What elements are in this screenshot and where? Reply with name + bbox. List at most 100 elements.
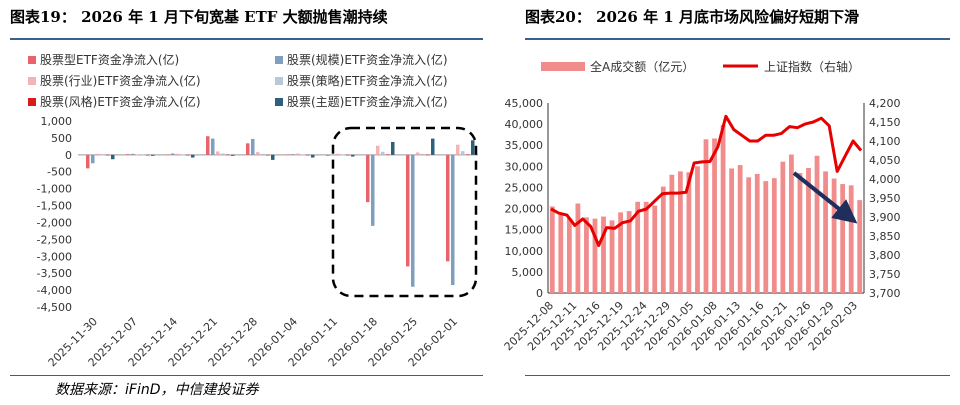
bar [86,154,90,169]
bar [456,144,460,155]
bar [286,154,290,156]
bar [336,153,340,155]
bar [746,177,752,293]
bar [695,166,700,293]
y-tick-label: -2,000 [37,216,72,229]
bar [660,186,666,293]
bar [271,154,275,160]
y-tick-label: -4,000 [37,284,72,297]
bar [111,154,115,160]
y2-tick-label: 3,900 [869,211,901,224]
y-tick-label: 0 [65,149,72,162]
bar [797,173,803,293]
bar [96,153,100,155]
bar [406,154,410,267]
y-tick-label: 20,000 [505,203,544,216]
bar [626,211,632,293]
bar [426,154,430,156]
index-line [550,114,863,247]
bar [301,154,305,156]
bar [814,155,820,293]
bar [101,154,105,156]
legend-label: 股票(行业)ETF资金净流入(亿) [40,73,201,88]
y-tick-label: 0 [536,287,543,300]
bar [669,174,675,293]
bar [251,138,255,155]
bar [558,214,564,293]
y-tick-label: -3,500 [37,267,72,280]
bar [126,154,130,155]
bar [146,154,150,156]
bar [221,153,225,155]
left-bottom-rule [10,375,483,376]
bar [763,181,769,293]
bar [431,138,435,155]
bar [256,152,260,155]
bar [592,218,598,293]
bar [754,173,760,293]
bar [186,154,190,156]
right-bottom-rule [525,375,950,376]
legend-label: 股票(策略)ETF资金净流入(亿) [287,73,448,88]
left-chart-title: 图表19： 2026 年 1 月下旬宽基 ETF 大额抛售潮持续 [10,8,388,26]
y2-tick-label: 4,150 [869,116,901,129]
bar [584,217,589,293]
bar [381,151,385,155]
bar [686,172,692,293]
bar [575,203,581,293]
bar [780,161,786,293]
bar [166,154,170,156]
bar [461,151,465,155]
y-tick-label: 45,000 [505,97,544,110]
bar [181,154,185,156]
y2-tick-label: 4,050 [869,154,901,167]
y-tick-label: 30,000 [505,160,544,173]
legend-swatch [275,98,283,106]
bar [226,154,230,156]
bar [211,138,215,155]
bar [171,153,175,155]
bar [703,139,709,293]
bar [131,153,135,155]
bar [386,154,390,156]
bar [451,154,455,286]
bar [346,154,350,156]
bar [466,154,470,156]
legend-label: 股票(风格)ETF资金净流入(亿) [40,94,201,109]
y-tick-label: -4,500 [37,301,72,314]
bar [857,200,863,293]
y-tick-label: 15,000 [505,224,544,237]
legend-label: 股票型ETF资金净流入(亿) [40,52,179,67]
bar [351,154,355,157]
bar [411,154,415,287]
bar [311,154,315,158]
y2-tick-label: 4,200 [869,97,901,110]
bar [291,154,295,155]
source-note: 数据来源：iFinD，中信建投证券 [55,382,259,398]
bar [106,154,110,156]
bar [266,154,270,156]
bar [806,168,811,293]
y-tick-label: 40,000 [505,118,544,131]
bar [191,154,195,158]
bar [643,201,649,293]
bar [91,154,95,164]
y2-tick-label: 3,950 [869,192,901,205]
y-tick-label: 5,000 [512,266,544,279]
bar [261,153,265,155]
bar [720,124,726,293]
bar [635,201,641,293]
bar [246,143,250,155]
y2-tick-label: 3,800 [869,249,901,262]
bar [823,171,828,293]
y2-tick-label: 4,000 [869,173,901,186]
y-tick-label: 10,000 [505,245,544,258]
y-tick-label: -3,000 [37,250,72,263]
legend-label: 股票(规模)ETF资金净流入(亿) [287,52,448,67]
right-title-rule [525,38,950,40]
legend-swatch [275,77,283,85]
right-chart-title: 图表20： 2026 年 1 月底市场风险偏好短期下滑 [525,8,859,26]
bar [840,184,846,293]
bar [141,154,145,156]
left-title-rule [10,38,483,40]
